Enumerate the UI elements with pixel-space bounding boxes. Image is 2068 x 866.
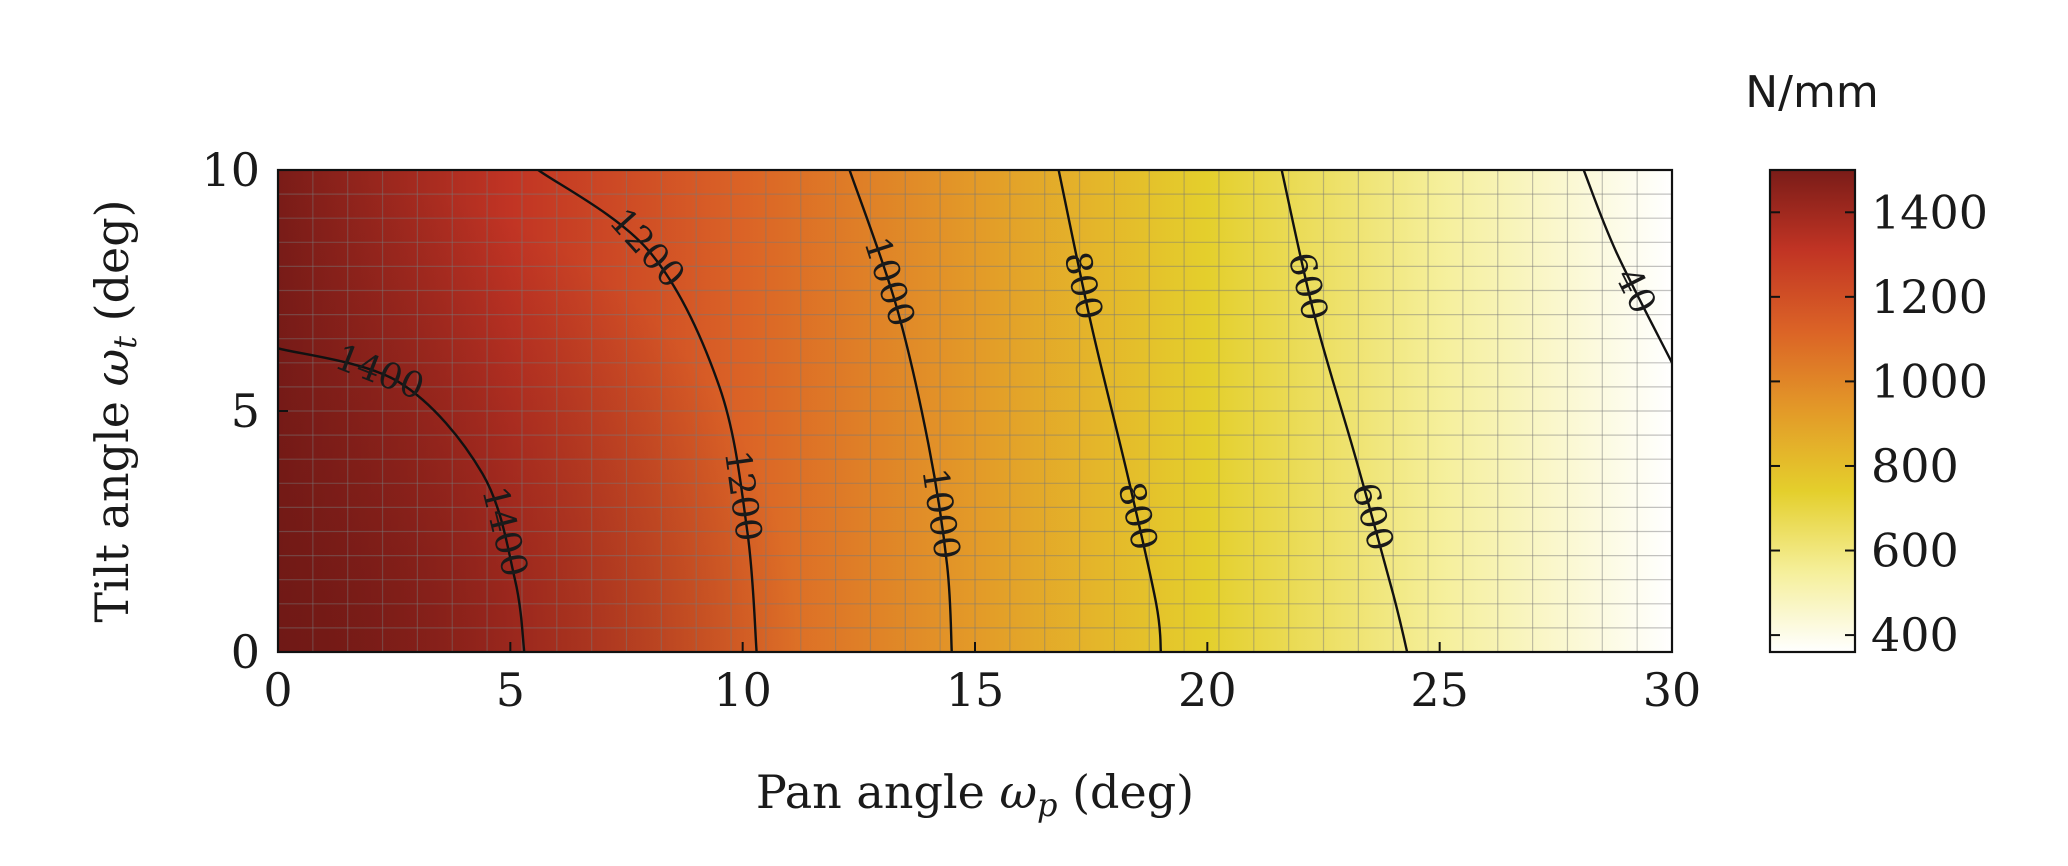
colorbar-ticks: 400 600 800 1000 1200 1400 — [1770, 185, 1988, 662]
contour-line-600 — [1280, 170, 1409, 652]
colorbar-tick-label: 600 — [1871, 524, 1959, 578]
colorbar-tick-label: 800 — [1871, 439, 1959, 493]
x-tick-label: 25 — [1410, 663, 1469, 717]
grid-lines — [278, 170, 1672, 652]
x-tick-label: 0 — [263, 663, 292, 717]
colorbar-frame — [1768, 168, 1857, 654]
x-axis-title: Pan angle ωp (deg) — [756, 765, 1194, 824]
x-tick-label: 20 — [1178, 663, 1237, 717]
heatmap-peak-shading — [278, 170, 798, 652]
contour-line-800 — [1057, 170, 1163, 652]
colorbar-tick-label: 1000 — [1871, 354, 1988, 408]
y-tick-label: 10 — [201, 143, 260, 197]
y-axis-title: Tilt angle ωt (deg) — [85, 199, 144, 622]
x-axis-ticks: 0 5 10 15 20 25 30 — [263, 642, 1701, 717]
contour-line-1400 — [278, 347, 526, 652]
peak-shading — [278, 170, 798, 652]
colorbar: 400 600 800 1000 1200 1400 N/mm — [1745, 67, 1988, 662]
x-tick-label: 10 — [713, 663, 772, 717]
x-tick-label: 5 — [496, 663, 525, 717]
x-tick-label: 30 — [1643, 663, 1702, 717]
colorbar-tick-label: 1400 — [1871, 185, 1988, 239]
colorbar-gradient-bar — [1770, 170, 1855, 652]
y-axis-ticks: 0 5 10 — [201, 143, 288, 679]
colorbar-title: N/mm — [1745, 67, 1878, 118]
y-tick-label: 0 — [231, 625, 260, 679]
colorbar-tick-label: 1200 — [1871, 270, 1988, 324]
colorbar-tick-label: 400 — [1871, 608, 1959, 662]
contour-line-400 — [1582, 170, 1672, 364]
x-tick-label: 15 — [946, 663, 1005, 717]
contour-line-1200 — [537, 170, 758, 652]
y-tick-label: 5 — [231, 384, 260, 438]
contour-line-1000 — [848, 170, 953, 652]
contour-lines — [278, 170, 1672, 652]
